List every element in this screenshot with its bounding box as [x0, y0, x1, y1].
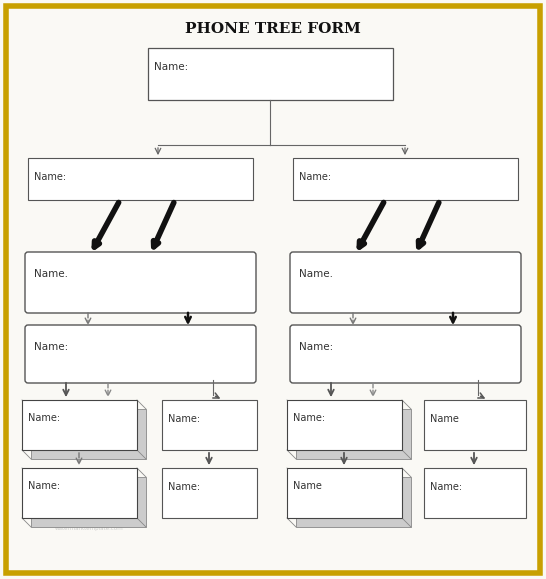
- Bar: [287, 400, 402, 450]
- Text: Name:: Name:: [34, 342, 68, 352]
- Bar: [31, 477, 146, 527]
- Bar: [424, 400, 526, 450]
- Bar: [28, 158, 253, 200]
- Bar: [287, 468, 402, 518]
- Bar: [162, 400, 257, 450]
- Bar: [296, 477, 411, 527]
- Bar: [424, 468, 526, 518]
- Text: Name:: Name:: [430, 482, 462, 492]
- Text: Name.: Name.: [34, 269, 68, 279]
- Bar: [148, 48, 393, 100]
- FancyBboxPatch shape: [25, 252, 256, 313]
- Bar: [293, 158, 518, 200]
- Text: Name:: Name:: [34, 172, 66, 182]
- Text: Name: Name: [293, 481, 322, 491]
- Text: Name: Name: [430, 414, 459, 424]
- Text: watermarktemplate.com: watermarktemplate.com: [55, 526, 124, 531]
- Text: Name:: Name:: [299, 342, 333, 352]
- Bar: [162, 468, 257, 518]
- Text: Name:: Name:: [168, 414, 200, 424]
- FancyBboxPatch shape: [25, 325, 256, 383]
- Text: Name:: Name:: [293, 413, 325, 423]
- Text: PHONE TREE FORM: PHONE TREE FORM: [185, 22, 361, 36]
- Text: Name.: Name.: [299, 269, 333, 279]
- Bar: [31, 409, 146, 459]
- Bar: [296, 409, 411, 459]
- Text: Name:: Name:: [299, 172, 331, 182]
- Text: Name:: Name:: [28, 481, 60, 491]
- FancyBboxPatch shape: [290, 325, 521, 383]
- Text: Name:: Name:: [154, 62, 188, 72]
- Bar: [22, 468, 137, 518]
- Text: Name:: Name:: [168, 482, 200, 492]
- FancyBboxPatch shape: [290, 252, 521, 313]
- Text: Name:: Name:: [28, 413, 60, 423]
- Bar: [22, 400, 137, 450]
